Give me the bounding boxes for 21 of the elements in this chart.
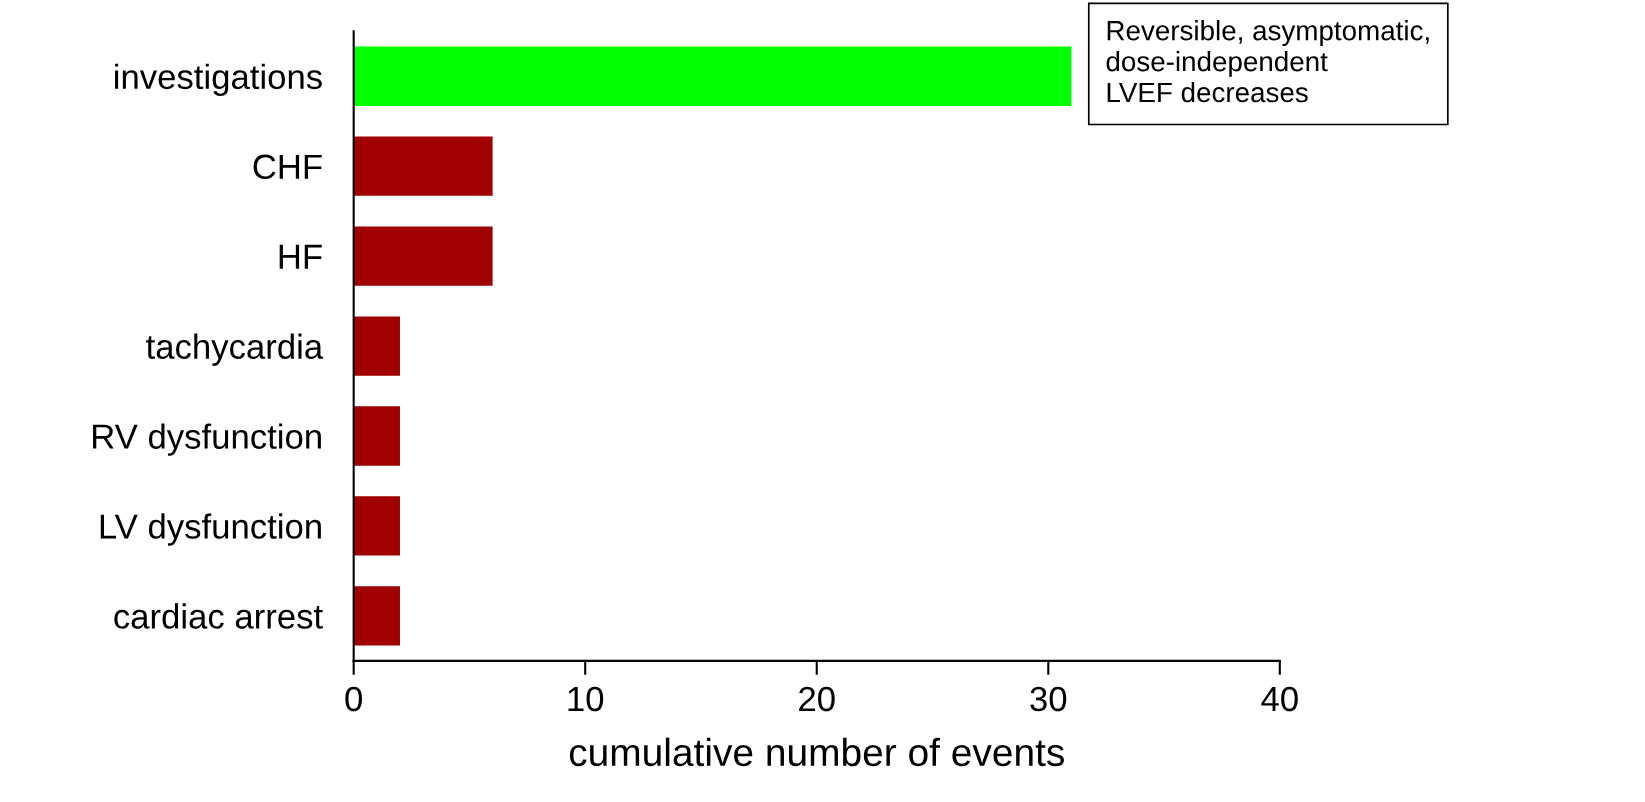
bar	[353, 136, 493, 196]
bar	[353, 406, 400, 466]
x-tick-label: 40	[1261, 686, 1298, 712]
bar	[353, 586, 400, 646]
y-tick-label: RV dysfunction	[93, 423, 321, 456]
bar	[353, 226, 493, 286]
y-tick-label: investigations	[115, 63, 322, 97]
y-tick-label: CHF	[253, 154, 322, 180]
x-tick-label: 20	[799, 686, 835, 712]
x-tick-label: 0	[345, 686, 362, 712]
bar	[353, 46, 1072, 106]
x-tick-label: 30	[1030, 686, 1067, 712]
bar	[353, 496, 400, 556]
y-tick-label: HF	[279, 244, 322, 269]
x-axis-title: cumulative number of events	[569, 737, 1064, 767]
bar	[353, 316, 400, 376]
y-tick-label: LV dysfunction	[100, 513, 321, 546]
x-tick-label: 10	[568, 686, 604, 712]
y-tick-label: tachycardia	[146, 333, 324, 366]
annotation: Reversible, asymptomatic, dose-independent LVEF decreases	[1106, 20, 1429, 103]
y-tick-label: cardiac arrest	[114, 603, 323, 629]
